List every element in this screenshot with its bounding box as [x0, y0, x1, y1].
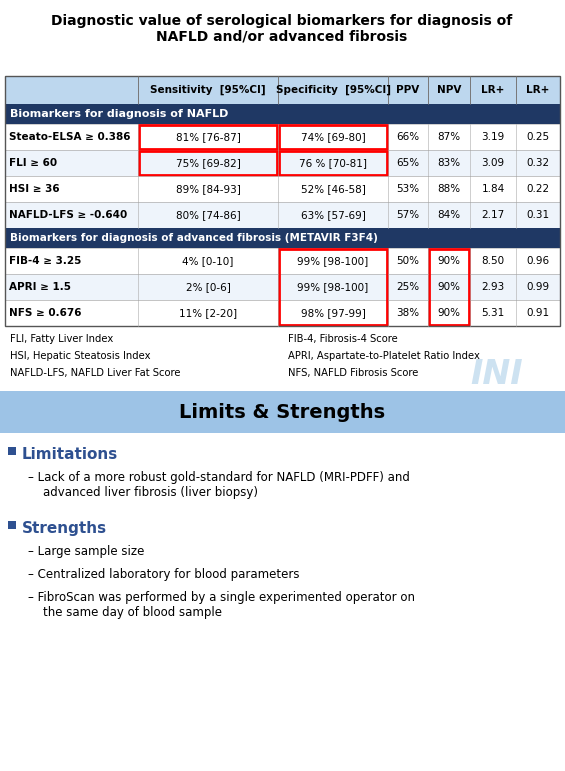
Bar: [5, 104, 560, 124]
Text: 0.91: 0.91: [527, 308, 550, 318]
Text: HSI ≥ 36: HSI ≥ 36: [9, 184, 60, 194]
Text: advanced liver fibrosis (liver biopsy): advanced liver fibrosis (liver biopsy): [28, 486, 258, 499]
Text: Sensitivity  [95%CI]: Sensitivity [95%CI]: [150, 85, 266, 95]
Text: APRI, Aspartate-to-Platelet Ratio Index: APRI, Aspartate-to-Platelet Ratio Index: [288, 351, 480, 361]
Bar: [5, 124, 560, 150]
Bar: [5, 76, 560, 326]
Text: 63% [57-69]: 63% [57-69]: [301, 210, 366, 220]
Text: NPV: NPV: [437, 85, 461, 95]
Text: 5.31: 5.31: [481, 308, 505, 318]
Text: 1.84: 1.84: [481, 184, 505, 194]
Text: – Large sample size: – Large sample size: [28, 545, 145, 558]
Text: 0.32: 0.32: [527, 158, 550, 168]
Text: Strengths: Strengths: [22, 521, 107, 536]
Text: FLI ≥ 60: FLI ≥ 60: [9, 158, 57, 168]
Text: 11% [2-20]: 11% [2-20]: [179, 308, 237, 318]
Text: 25%: 25%: [397, 282, 420, 292]
Text: 0.22: 0.22: [527, 184, 550, 194]
Bar: [5, 176, 560, 202]
Text: PPV: PPV: [397, 85, 420, 95]
Text: 0.25: 0.25: [527, 132, 550, 142]
Text: 90%: 90%: [437, 308, 460, 318]
Text: 83%: 83%: [437, 158, 460, 168]
Text: Steato-ELSA ≥ 0.386: Steato-ELSA ≥ 0.386: [9, 132, 131, 142]
Text: – FibroScan was performed by a single experimented operator on: – FibroScan was performed by a single ex…: [28, 591, 415, 604]
Text: 0.96: 0.96: [527, 256, 550, 266]
Text: 38%: 38%: [397, 308, 420, 318]
Text: 75% [69-82]: 75% [69-82]: [176, 158, 241, 168]
Text: LR+: LR+: [481, 85, 505, 95]
Text: 76 % [70-81]: 76 % [70-81]: [299, 158, 367, 168]
Text: NAFLD-LFS, NAFLD Liver Fat Score: NAFLD-LFS, NAFLD Liver Fat Score: [10, 368, 180, 378]
Text: Biomarkers for diagnosis of NAFLD: Biomarkers for diagnosis of NAFLD: [10, 109, 228, 119]
Text: – Centralized laboratory for blood parameters: – Centralized laboratory for blood param…: [28, 568, 299, 581]
Text: 8.50: 8.50: [481, 256, 505, 266]
Text: 90%: 90%: [437, 282, 460, 292]
Bar: [279, 249, 387, 325]
Text: 99% [98-100]: 99% [98-100]: [297, 282, 368, 292]
Bar: [8, 447, 16, 455]
Text: FIB-4 ≥ 3.25: FIB-4 ≥ 3.25: [9, 256, 81, 266]
Text: Diagnostic value of serological biomarkers for diagnosis of: Diagnostic value of serological biomarke…: [51, 14, 512, 28]
Bar: [5, 300, 560, 326]
Text: 0.31: 0.31: [527, 210, 550, 220]
Text: 53%: 53%: [397, 184, 420, 194]
Text: Limits & Strengths: Limits & Strengths: [179, 402, 385, 422]
Text: 99% [98-100]: 99% [98-100]: [297, 256, 368, 266]
Text: NAFLD and/or advanced fibrosis: NAFLD and/or advanced fibrosis: [157, 29, 407, 43]
Text: 2.17: 2.17: [481, 210, 505, 220]
Text: NAFLD-LFS ≥ -0.640: NAFLD-LFS ≥ -0.640: [9, 210, 127, 220]
Bar: [8, 521, 16, 529]
Text: 57%: 57%: [397, 210, 420, 220]
Text: 66%: 66%: [397, 132, 420, 142]
Bar: [139, 151, 277, 175]
Bar: [279, 151, 387, 175]
Text: Biomarkers for diagnosis of advanced fibrosis (METAVIR F3F4): Biomarkers for diagnosis of advanced fib…: [10, 233, 378, 243]
Text: 89% [84-93]: 89% [84-93]: [176, 184, 241, 194]
Text: – Lack of a more robust gold-standard for NAFLD (MRI-PDFF) and: – Lack of a more robust gold-standard fo…: [28, 471, 410, 484]
Bar: [0, 391, 565, 433]
Bar: [5, 248, 560, 274]
Text: NFS, NAFLD Fibrosis Score: NFS, NAFLD Fibrosis Score: [288, 368, 418, 378]
Text: 81% [76-87]: 81% [76-87]: [176, 132, 241, 142]
Text: 80% [74-86]: 80% [74-86]: [176, 210, 240, 220]
Text: 3.19: 3.19: [481, 132, 505, 142]
Text: NFS ≥ 0.676: NFS ≥ 0.676: [9, 308, 81, 318]
Bar: [5, 150, 560, 176]
Bar: [5, 76, 560, 104]
Text: 74% [69-80]: 74% [69-80]: [301, 132, 366, 142]
Text: 0.99: 0.99: [527, 282, 550, 292]
Text: 65%: 65%: [397, 158, 420, 168]
Bar: [139, 125, 277, 149]
Text: HSI, Hepatic Steatosis Index: HSI, Hepatic Steatosis Index: [10, 351, 150, 361]
Bar: [5, 228, 560, 248]
Text: Specificity  [95%CI]: Specificity [95%CI]: [276, 85, 390, 95]
Text: FLI, Fatty Liver Index: FLI, Fatty Liver Index: [10, 334, 113, 344]
Text: 3.09: 3.09: [481, 158, 505, 168]
Text: LR+: LR+: [527, 85, 550, 95]
Text: 52% [46-58]: 52% [46-58]: [301, 184, 366, 194]
Text: 87%: 87%: [437, 132, 460, 142]
Text: the same day of blood sample: the same day of blood sample: [28, 606, 222, 619]
Text: APRI ≥ 1.5: APRI ≥ 1.5: [9, 282, 71, 292]
Bar: [5, 274, 560, 300]
Text: INI: INI: [470, 358, 523, 391]
Text: 2% [0-6]: 2% [0-6]: [185, 282, 231, 292]
Text: 2.93: 2.93: [481, 282, 505, 292]
Text: 98% [97-99]: 98% [97-99]: [301, 308, 366, 318]
Text: FIB-4, Fibrosis-4 Score: FIB-4, Fibrosis-4 Score: [288, 334, 398, 344]
Bar: [429, 249, 469, 325]
Text: 4% [0-10]: 4% [0-10]: [182, 256, 234, 266]
Text: 50%: 50%: [397, 256, 419, 266]
Text: 90%: 90%: [437, 256, 460, 266]
Text: 84%: 84%: [437, 210, 460, 220]
Bar: [279, 125, 387, 149]
Text: Limitations: Limitations: [22, 447, 118, 462]
Bar: [5, 202, 560, 228]
Text: 88%: 88%: [437, 184, 460, 194]
